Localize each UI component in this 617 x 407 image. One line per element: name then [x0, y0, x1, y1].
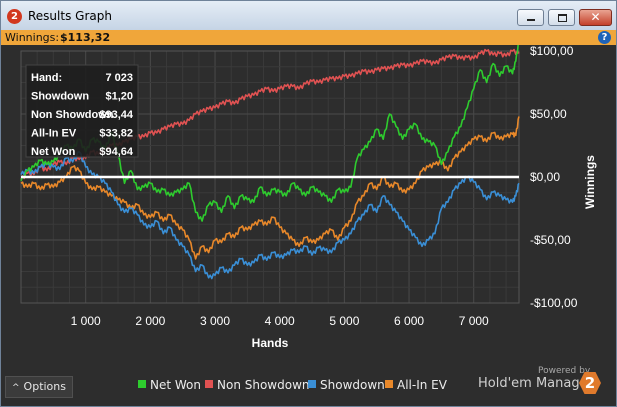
y-tick-label: $100,00 [530, 45, 574, 58]
summary-value: 7 023 [105, 72, 133, 84]
close-icon: ✕ [590, 10, 601, 24]
y-tick-label: -$100,00 [530, 296, 578, 310]
summary-label: Net Won [31, 146, 76, 158]
brand-name: Hold'em Manager [478, 376, 593, 391]
x-tick-label: 1 000 [71, 314, 101, 328]
title-bar[interactable]: 2 Results Graph ✕ [1, 1, 616, 30]
footer-bar: ^ Options Net Won Non Showdown Showdown A… [1, 366, 616, 406]
legend-swatch [138, 380, 146, 388]
y-tick-label: -$50,00 [530, 233, 571, 247]
summary-value: $33,82 [99, 128, 133, 140]
minimize-button[interactable] [517, 9, 544, 26]
close-button[interactable]: ✕ [579, 9, 612, 26]
legend-swatch [385, 380, 393, 388]
winnings-bar: Winnings: $113,32 ? [1, 30, 616, 45]
results-chart[interactable]: $100,00 $50,00 $0,00 -$50,00 -$100,00 1 000 2… [1, 45, 616, 372]
summary-value: $93,44 [99, 109, 134, 121]
legend-label: Showdown [320, 378, 385, 392]
winnings-label: Winnings: [5, 31, 60, 44]
chevron-up-icon: ^ [12, 383, 20, 393]
legend-swatch [308, 380, 316, 388]
series-line-showdown [20, 151, 520, 280]
x-tick-label: 4 000 [265, 314, 295, 328]
legend-label: Net Won [150, 378, 201, 392]
window-title: Results Graph [28, 9, 112, 23]
summary-label: Hand: [31, 72, 62, 84]
summary-box: Hand: 7 023 Showdown $1,20 Non Showdown$93,4… [25, 64, 139, 158]
x-axis-label: Hands [252, 336, 289, 350]
legend-swatch [205, 380, 213, 388]
x-tick-label: 3 000 [200, 314, 230, 328]
y-axis-label: Winnings [583, 155, 597, 209]
powered-by-text: Powered by [538, 366, 591, 376]
summary-label: Showdown [31, 91, 89, 103]
help-icon[interactable]: ? [598, 31, 611, 44]
legend-item-showdown[interactable]: Showdown [308, 378, 385, 392]
options-label: Options [23, 380, 66, 393]
winnings-value: $113,32 [60, 31, 111, 44]
options-button[interactable]: ^ Options [5, 376, 73, 398]
summary-label: Non Showdown [31, 109, 114, 121]
legend-item-net-won[interactable]: Net Won [138, 378, 201, 392]
maximize-button[interactable] [548, 9, 575, 26]
x-tick-label: 5 000 [329, 314, 359, 328]
summary-value: $94,64 [99, 146, 134, 158]
x-tick-label: 7 000 [459, 314, 489, 328]
summary-label: All-In EV [31, 128, 77, 140]
legend-label: Non Showdown [217, 378, 310, 392]
y-tick-label: $50,00 [530, 107, 567, 121]
x-tick-label: 2 000 [135, 314, 165, 328]
legend-item-all-in-ev[interactable]: All-In EV [385, 378, 447, 392]
y-axis-ticks: $100,00 $50,00 $0,00 -$50,00 -$100,00 [530, 45, 578, 310]
legend-label: All-In EV [397, 378, 447, 392]
summary-value: $1,20 [105, 91, 133, 103]
brand-logo-icon: 2 [579, 372, 601, 394]
y-tick-label: $0,00 [530, 170, 560, 184]
app-logo-icon: 2 [7, 9, 22, 24]
legend-item-non-showdown[interactable]: Non Showdown [205, 378, 310, 392]
x-tick-label: 6 000 [394, 314, 424, 328]
x-axis-ticks: 1 000 2 000 3 000 4 000 5 000 6 000 7 000 [71, 314, 489, 328]
